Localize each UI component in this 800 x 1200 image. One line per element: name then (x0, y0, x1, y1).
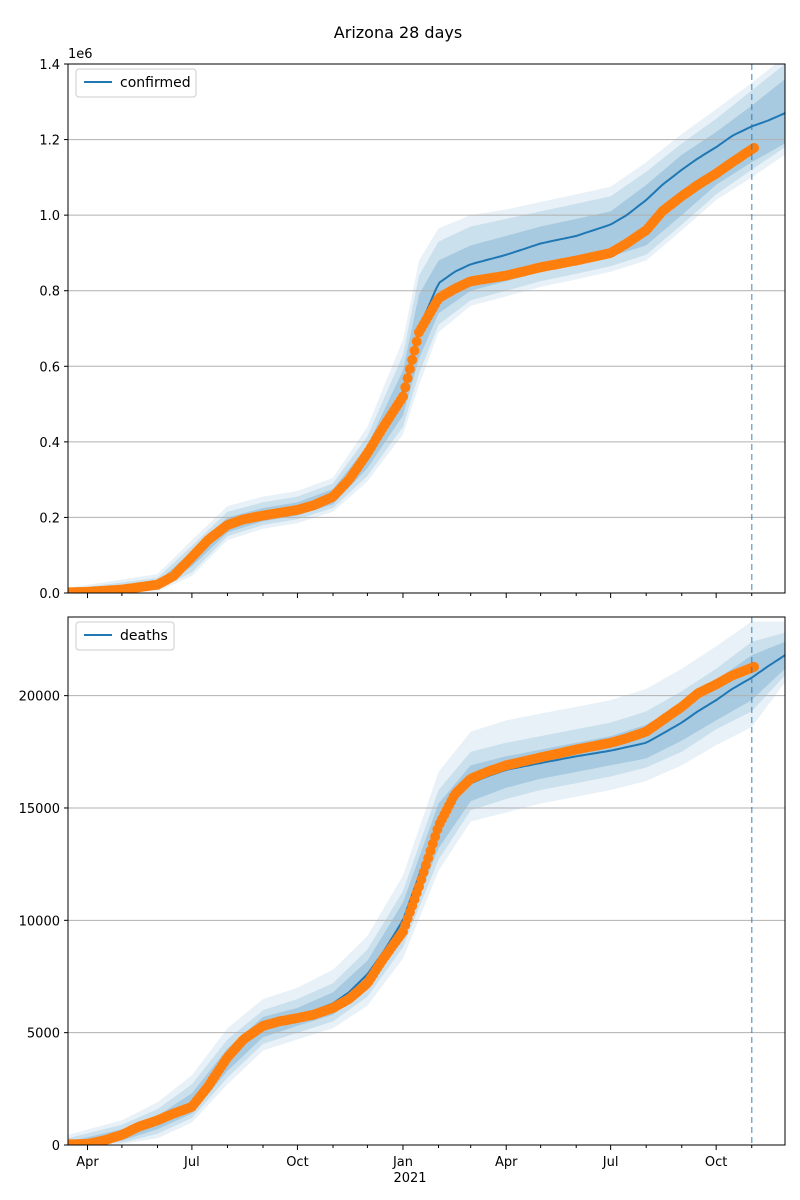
legend-label-confirmed: confirmed (120, 75, 191, 91)
confirmed-observed (68, 142, 759, 593)
deaths-observed (68, 661, 759, 1145)
y-tick-label: 0.2 (39, 511, 60, 526)
legend-label-deaths: deaths (120, 628, 168, 644)
x-tick-label: Jul (602, 1155, 619, 1170)
x-tick-label: Oct (705, 1155, 727, 1170)
y-tick-label: 1.4 (39, 58, 60, 73)
x-tick-label: Apr (495, 1155, 518, 1170)
observed-point (407, 354, 418, 365)
x-tick-label: Oct (286, 1155, 308, 1170)
uncertainty-band-2 (68, 632, 785, 1145)
x-year-label: 2021 (393, 1171, 426, 1186)
observed-point (398, 391, 408, 402)
deaths-legend: deaths (75, 621, 175, 651)
y-tick-label: 0 (52, 1139, 60, 1154)
y-tick-label: 1.0 (39, 209, 60, 224)
y-tick-label: 0.6 (39, 360, 60, 375)
x-tick-label: Apr (76, 1155, 99, 1170)
observed-point (411, 336, 422, 347)
uncertainty-band-1 (68, 79, 785, 593)
confirmed-panel: 0.0 0.2 0.4 0.6 0.8 1.0 1.2 1.4 confirmed 1e6 (39, 47, 786, 602)
confirmed-grid (68, 139, 785, 518)
y-tick-label: 20000 (19, 690, 60, 705)
confirmed-legend: confirmed (75, 68, 197, 98)
confirmed-axes: 0.0 0.2 0.4 0.6 0.8 1.0 1.2 1.4 (39, 58, 786, 602)
observed-point (404, 364, 415, 374)
observed-point (749, 142, 759, 153)
x-tick-label: Jan (392, 1155, 413, 1170)
uncertainty-band-1 (68, 641, 785, 1145)
y-tick-label: 15000 (19, 802, 60, 817)
y-tick-label: 1.2 (39, 134, 60, 149)
uncertainty-band-3 (68, 64, 785, 593)
observed-point (402, 373, 413, 384)
plot-frame (67, 616, 786, 1146)
observed-point (409, 345, 420, 356)
y-offset-label: 1e6 (68, 47, 93, 62)
legend-box (75, 68, 197, 98)
y-tick-label: 0.4 (39, 436, 60, 451)
y-tick-label: 10000 (19, 914, 60, 929)
x-tick-label: Jul (183, 1155, 200, 1170)
deaths-panel: 0 5000 10000 15000 20000 Apr Jul Oct Jan Apr Jul Oc… (19, 616, 786, 1186)
uncertainty-band-2 (68, 64, 785, 593)
figure-title: Arizona 28 days (334, 23, 462, 42)
legend-box (75, 621, 175, 651)
deaths-axes: 0 5000 10000 15000 20000 Apr Jul Oct Jan Apr Jul Oc… (19, 616, 786, 1170)
y-tick-label: 0.0 (39, 587, 60, 602)
deaths-grid (68, 695, 785, 1034)
observed-point (400, 382, 411, 393)
observed-point (749, 661, 759, 672)
plot-frame (67, 63, 786, 594)
y-tick-label: 5000 (27, 1027, 60, 1042)
y-tick-label: 0.8 (39, 285, 60, 300)
confirmed-bands (68, 64, 785, 593)
